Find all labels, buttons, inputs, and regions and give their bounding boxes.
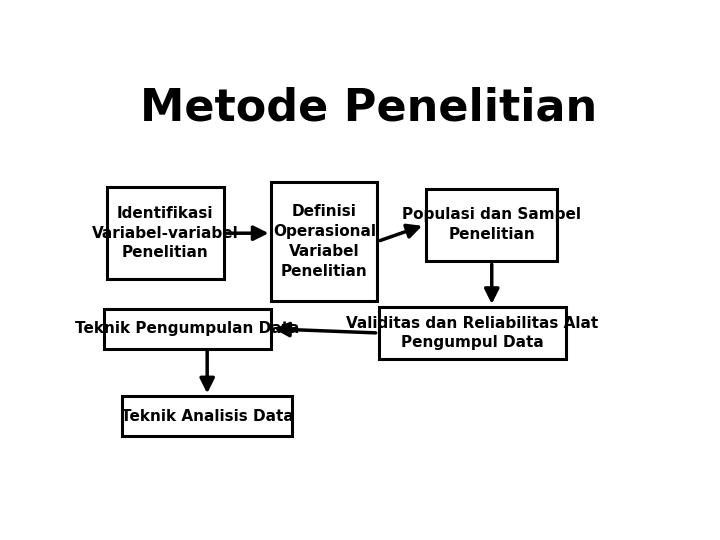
Text: Populasi dan Sampel
Penelitian: Populasi dan Sampel Penelitian [402, 207, 581, 242]
Bar [122, 396, 292, 436]
Text: Identifikasi
Variabel-variabel
Penelitian: Identifikasi Variabel-variabel Penelitia… [92, 206, 239, 260]
Text: Metode Penelitian: Metode Penelitian [140, 87, 598, 130]
Bar [271, 183, 377, 301]
Bar [107, 187, 224, 279]
Bar [379, 307, 566, 359]
Text: Teknik Analisis Data: Teknik Analisis Data [121, 409, 294, 424]
Bar [426, 188, 557, 261]
Bar [104, 309, 271, 349]
Text: Validitas dan Reliabilitas Alat
Pengumpul Data: Validitas dan Reliabilitas Alat Pengumpu… [346, 315, 598, 350]
Text: Teknik Pengumpulan Data: Teknik Pengumpulan Data [76, 321, 300, 336]
Text: Definisi
Operasional
Variabel
Penelitian: Definisi Operasional Variabel Penelitian [273, 204, 376, 279]
